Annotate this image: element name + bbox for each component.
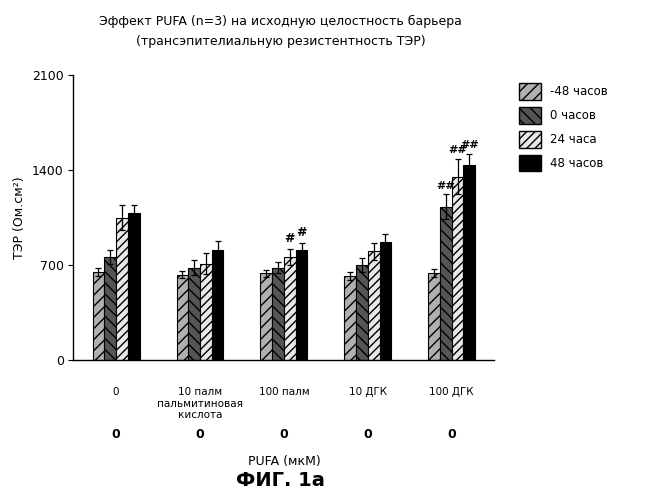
Legend: -48 часов, 0 часов, 24 часа, 48 часов: -48 часов, 0 часов, 24 часа, 48 часов (517, 81, 611, 174)
Bar (261, 273, 272, 360)
Bar (296, 250, 307, 360)
Bar (284, 257, 296, 360)
Text: 0: 0 (448, 428, 456, 441)
Bar (128, 214, 140, 360)
Bar (116, 218, 128, 360)
Text: PUFA (мкМ): PUFA (мкМ) (248, 455, 320, 468)
Text: #: # (285, 232, 295, 245)
Bar (104, 257, 116, 360)
Bar (93, 272, 104, 360)
Text: 0: 0 (279, 428, 289, 441)
Bar (464, 164, 475, 360)
Text: 0: 0 (196, 428, 204, 441)
Bar (200, 264, 212, 360)
Text: Эффект PUFA (n=3) на исходную целостность барьера: Эффект PUFA (n=3) на исходную целостност… (99, 15, 462, 28)
Text: 0: 0 (112, 428, 120, 441)
Text: 10 ДГК: 10 ДГК (349, 387, 387, 397)
Text: #: # (297, 226, 307, 239)
Text: 0: 0 (113, 387, 120, 397)
Text: 100 палм: 100 палм (259, 387, 309, 397)
Bar (272, 268, 284, 360)
Bar (428, 273, 440, 360)
Bar (344, 276, 356, 360)
Text: 10 палм
пальмитиновая
кислота: 10 палм пальмитиновая кислота (157, 387, 243, 420)
Text: ##: ## (460, 140, 479, 150)
Bar (379, 242, 391, 360)
Bar (356, 265, 368, 360)
Text: (трансэпителиальную резистентность ТЭР): (трансэпителиальную резистентность ТЭР) (136, 35, 426, 48)
Bar (368, 252, 379, 360)
Text: 0: 0 (363, 428, 372, 441)
Y-axis label: ТЭР (Ом.см²): ТЭР (Ом.см²) (13, 176, 27, 259)
Text: ##: ## (436, 180, 455, 190)
Bar (440, 206, 452, 360)
Text: ФИГ. 1a: ФИГ. 1a (236, 471, 325, 490)
Text: 100 ДГК: 100 ДГК (430, 387, 474, 397)
Bar (188, 268, 200, 360)
Bar (176, 274, 188, 360)
Bar (212, 250, 224, 360)
Bar (452, 177, 464, 360)
Text: ##: ## (448, 146, 467, 156)
